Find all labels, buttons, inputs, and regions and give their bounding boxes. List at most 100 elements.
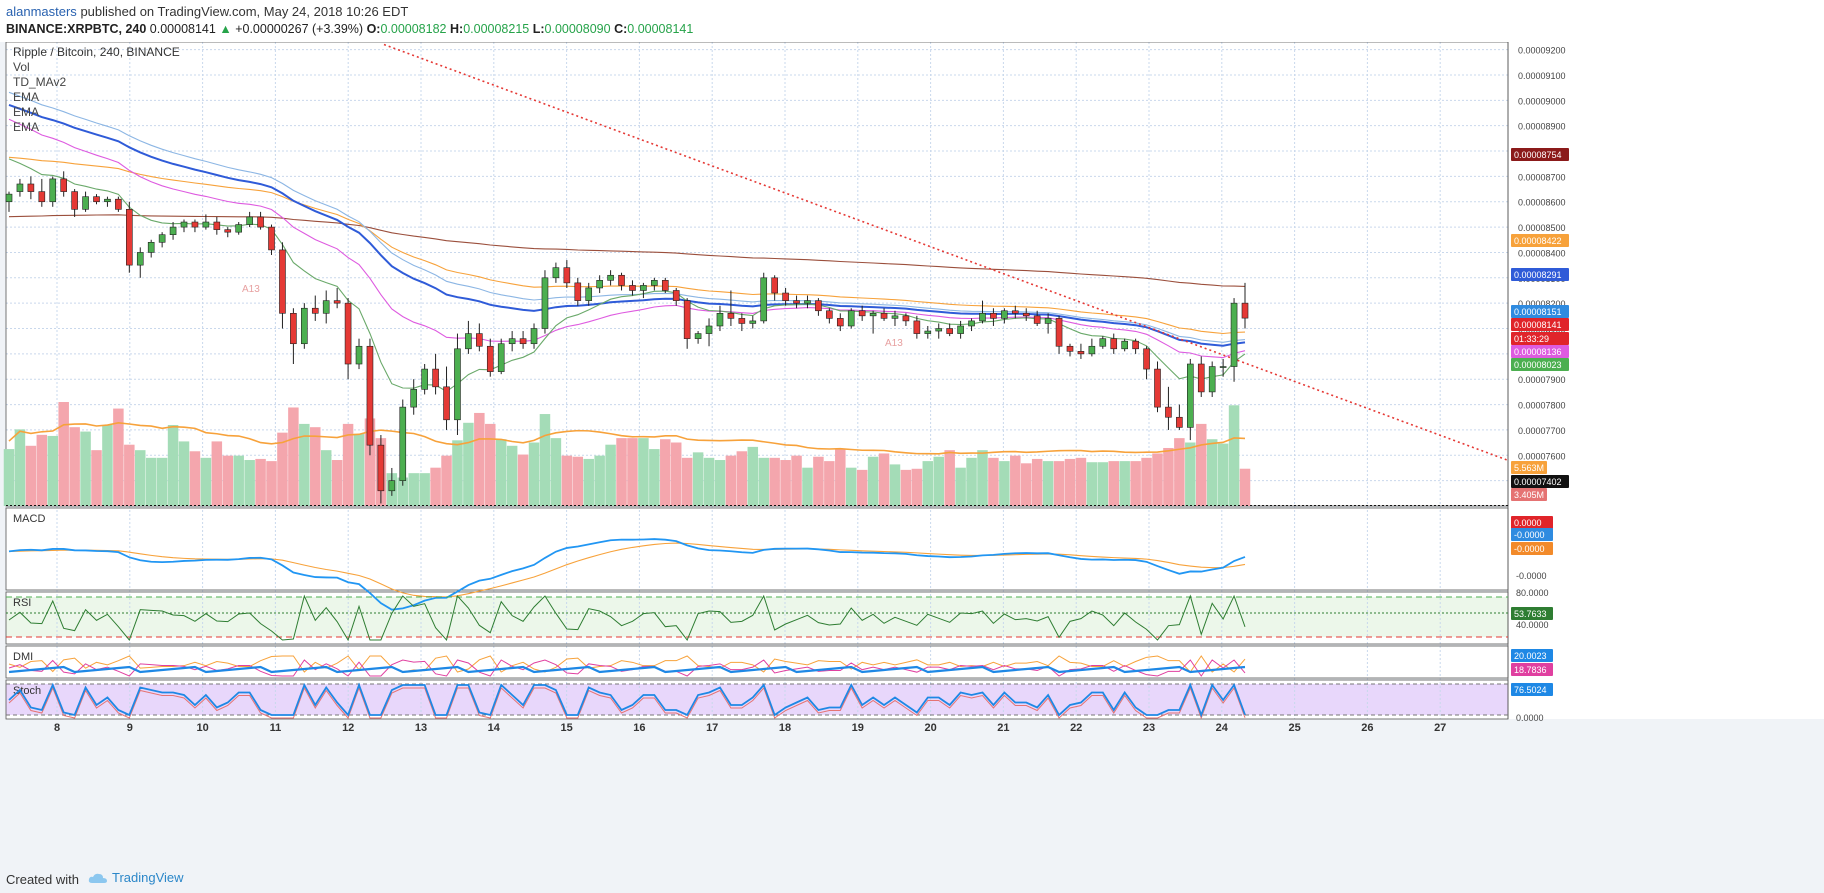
volume-bar	[233, 455, 244, 506]
y-tick-label: 0.00008400	[1518, 248, 1566, 258]
y-tick-label: 0.00007700	[1518, 426, 1566, 436]
candle-body	[246, 216, 253, 225]
volume-bar	[331, 460, 343, 506]
candle-body	[629, 285, 636, 291]
candle-body	[1230, 302, 1238, 367]
indicator-label: EMA	[13, 120, 39, 134]
x-tick-label: 26	[1361, 722, 1373, 734]
candle-body	[1241, 302, 1249, 319]
candle-body	[574, 282, 582, 301]
volume-bar	[200, 457, 212, 506]
volume-badge	[1511, 488, 1547, 501]
price-badge	[1511, 358, 1569, 371]
candle-body	[891, 315, 899, 319]
candle-body	[530, 328, 538, 345]
candle-body	[946, 328, 953, 334]
volume-bar	[1097, 462, 1109, 506]
candle-body	[224, 229, 232, 233]
candle-body	[1219, 366, 1227, 368]
candle-body	[443, 386, 450, 421]
dmi-badge	[1511, 649, 1553, 662]
volume-bar	[561, 455, 573, 506]
candle-body	[1044, 318, 1052, 324]
volume-bar	[145, 457, 157, 506]
price-badge-text: 0.00008141	[1514, 320, 1562, 330]
candle-body	[1055, 318, 1063, 347]
volume-bar	[1141, 457, 1152, 506]
volume-bar	[135, 450, 146, 506]
volume-bar	[1174, 438, 1185, 506]
volume-bar	[506, 445, 518, 506]
candle-body	[158, 234, 166, 243]
x-tick-label: 22	[1070, 722, 1082, 734]
volume-bar	[955, 467, 966, 506]
volume-bar	[211, 441, 223, 506]
candle-body	[82, 196, 89, 210]
x-tick-label: 8	[54, 722, 60, 734]
candle-body	[640, 285, 647, 291]
x-tick-label: 18	[779, 722, 791, 734]
y-tick-label: 0.00009200	[1518, 46, 1566, 56]
volume-bar	[495, 439, 507, 506]
candle-body	[486, 345, 494, 372]
candle-body	[497, 343, 505, 372]
volume-bar	[485, 423, 496, 506]
candle-body	[333, 300, 341, 304]
volume-bar	[856, 469, 868, 506]
price-badge-text: 0.00007402	[1514, 477, 1562, 487]
author-link[interactable]: alanmasters	[6, 4, 77, 19]
volume-bar	[769, 457, 780, 506]
volume-bar	[47, 435, 59, 506]
volume-badge-text: 5.563M	[1514, 463, 1544, 473]
volume-bar	[736, 451, 748, 506]
volume-bar	[320, 450, 332, 506]
td-annotation: A13	[242, 284, 260, 295]
candle-body	[1099, 338, 1107, 347]
volume-bar	[966, 457, 977, 506]
volume-bar	[1239, 468, 1251, 506]
price-badge-text: 0.00008023	[1514, 360, 1562, 370]
x-tick-label: 25	[1288, 722, 1300, 734]
volume-bar	[189, 451, 201, 506]
ema-lightblue-line	[8, 91, 1246, 343]
candle-body	[377, 444, 385, 492]
tradingview-logo[interactable]: TradingView	[88, 870, 184, 885]
price-chart[interactable]: 8 9 10 11 12 13 14 15 16 17 18 19 20 21 22 23 24 25 26 27 0.…	[0, 42, 1824, 866]
volume-bar	[1031, 458, 1043, 506]
volume-bar	[1086, 462, 1098, 506]
ema-blue-line	[8, 103, 1246, 347]
candle-body	[858, 310, 866, 317]
volume-bar	[824, 461, 835, 506]
adx-line	[8, 665, 1246, 674]
volume-bar	[1228, 405, 1240, 506]
price-badge-text: 0.00008151	[1514, 307, 1562, 317]
candle-body	[104, 198, 111, 203]
macd-badge	[1511, 542, 1553, 555]
up-arrow-icon: ▲	[219, 22, 232, 36]
candle-body	[1110, 338, 1118, 350]
candle-body	[705, 325, 713, 334]
candle-body	[716, 313, 724, 327]
x-tick-label: 13	[415, 722, 427, 734]
footer: Created with TradingView	[0, 866, 1824, 893]
volume-bar	[113, 408, 124, 506]
l-label: L:	[532, 22, 545, 36]
macd-badge	[1511, 528, 1553, 541]
volume-bar	[1130, 461, 1141, 506]
candle-body	[815, 300, 822, 312]
price-badge	[1511, 268, 1569, 281]
stoch-band	[6, 684, 1508, 715]
dmi-badge-text: 20.0023	[1514, 651, 1547, 661]
volume-bar	[911, 468, 923, 506]
volume-bar	[353, 433, 365, 506]
candle-body	[935, 328, 943, 332]
volume-bar	[80, 431, 91, 506]
y-tick-label: 0.00008900	[1518, 122, 1566, 132]
volume-bar	[835, 449, 846, 506]
price-badge-text: 0.00008422	[1514, 236, 1562, 246]
volume-bar	[867, 456, 879, 506]
macd-badge-text: 0.0000	[1514, 518, 1542, 528]
x-tick-label: 24	[1216, 722, 1229, 734]
volume-bar	[102, 424, 113, 506]
volume-bar	[1042, 461, 1054, 506]
